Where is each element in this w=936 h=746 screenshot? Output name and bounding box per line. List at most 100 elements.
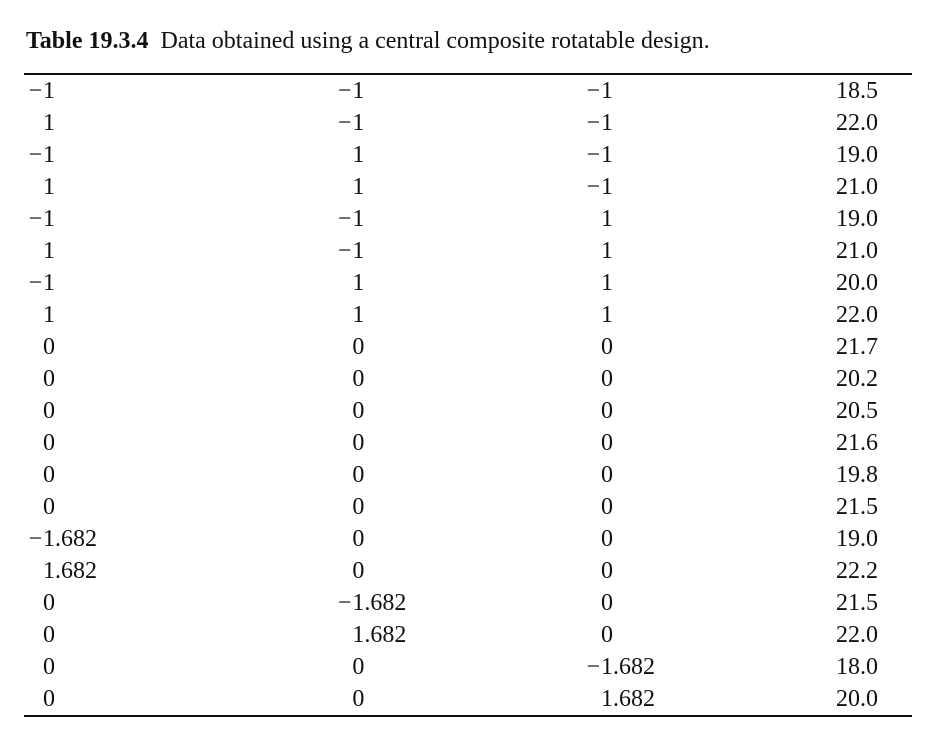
table-cell: 1 <box>24 171 219 203</box>
table-row: −1−1119.0 <box>24 203 912 235</box>
table-cell: 1.682 <box>24 555 219 587</box>
table-row: 00019.8 <box>24 459 912 491</box>
table-cell: 0 <box>24 587 219 619</box>
table-cell: 0 <box>219 555 468 587</box>
table-cell: 19.0 <box>717 523 912 555</box>
table-cell: 1 <box>219 139 468 171</box>
table-cell: −1 <box>468 139 717 171</box>
table-cell: 21.0 <box>717 235 912 267</box>
table-cell: 0 <box>219 651 468 683</box>
table-cell: 0 <box>468 587 717 619</box>
table-cell: 1.682 <box>219 619 468 651</box>
table-row: 00021.7 <box>24 331 912 363</box>
table-cell: 0 <box>468 523 717 555</box>
table-cell: 0 <box>468 363 717 395</box>
table-cell: 0 <box>468 427 717 459</box>
table-cell: 22.0 <box>717 619 912 651</box>
table-cell: 1 <box>468 299 717 331</box>
table-row: −1−1−118.5 <box>24 74 912 107</box>
table-cell: 1 <box>219 171 468 203</box>
table-cell: 1 <box>219 299 468 331</box>
table-cell: 0 <box>24 491 219 523</box>
table-cell: 0 <box>24 331 219 363</box>
table-cell: 0 <box>219 459 468 491</box>
table-row: 11−121.0 <box>24 171 912 203</box>
table-cell: 0 <box>468 395 717 427</box>
table-cell: 1.682 <box>468 683 717 716</box>
table-cell: 0 <box>219 363 468 395</box>
table-cell: −1 <box>219 107 468 139</box>
table-cell: −1 <box>468 74 717 107</box>
table-cell: 0 <box>219 523 468 555</box>
table-cell: −1 <box>24 74 219 107</box>
table-cell: 21.5 <box>717 587 912 619</box>
table-cell: 21.6 <box>717 427 912 459</box>
table-cell: −1.682 <box>468 651 717 683</box>
table-caption-text: Data obtained using a central composite … <box>160 28 709 54</box>
table-cell: 0 <box>468 555 717 587</box>
table-cell: −1.682 <box>219 587 468 619</box>
table-cell: −1.682 <box>24 523 219 555</box>
table-cell: 0 <box>468 331 717 363</box>
table-cell: 0 <box>219 683 468 716</box>
table-cell: 20.0 <box>717 267 912 299</box>
table-row: 11122.0 <box>24 299 912 331</box>
table-cell: −1 <box>24 139 219 171</box>
table-cell: 0 <box>219 331 468 363</box>
table-row: 01.682022.0 <box>24 619 912 651</box>
table-cell: 0 <box>24 651 219 683</box>
table-cell: 1 <box>219 267 468 299</box>
table-body: −1−1−118.51−1−122.0−11−119.011−121.0−1−1… <box>24 74 912 716</box>
table-cell: 0 <box>219 395 468 427</box>
table-cell: 1 <box>468 203 717 235</box>
table-row: 001.68220.0 <box>24 683 912 716</box>
table-cell: 0 <box>468 459 717 491</box>
table-row: 00−1.68218.0 <box>24 651 912 683</box>
table-row: −11−119.0 <box>24 139 912 171</box>
table-cell: 22.0 <box>717 299 912 331</box>
table-cell: 0 <box>24 683 219 716</box>
table-row: 00020.5 <box>24 395 912 427</box>
table-cell: 20.0 <box>717 683 912 716</box>
table-cell: 18.5 <box>717 74 912 107</box>
table-cell: 1 <box>468 267 717 299</box>
table-row: 00021.6 <box>24 427 912 459</box>
table-cell: −1 <box>24 203 219 235</box>
table-cell: 19.0 <box>717 139 912 171</box>
table-row: 1−1121.0 <box>24 235 912 267</box>
table-row: 0−1.682021.5 <box>24 587 912 619</box>
table-cell: −1 <box>219 203 468 235</box>
data-table: −1−1−118.51−1−122.0−11−119.011−121.0−1−1… <box>24 73 912 717</box>
page: Table 19.3.4 Data obtained using a centr… <box>0 0 936 746</box>
table-label: Table 19.3.4 <box>26 28 148 54</box>
table-cell: 0 <box>468 619 717 651</box>
table-cell: 19.8 <box>717 459 912 491</box>
table-cell: 18.0 <box>717 651 912 683</box>
table-cell: −1 <box>468 107 717 139</box>
table-cell: 0 <box>24 427 219 459</box>
table-cell: 1 <box>24 107 219 139</box>
table-cell: 0 <box>219 491 468 523</box>
table-cell: −1 <box>219 235 468 267</box>
table-cell: 0 <box>24 363 219 395</box>
table-row: 1.6820022.2 <box>24 555 912 587</box>
table-cell: 21.0 <box>717 171 912 203</box>
table-cell: 22.2 <box>717 555 912 587</box>
table-cell: 19.0 <box>717 203 912 235</box>
table-cell: 1 <box>24 299 219 331</box>
table-row: −11120.0 <box>24 267 912 299</box>
table-row: 00020.2 <box>24 363 912 395</box>
table-cell: 0 <box>24 619 219 651</box>
table-row: −1.6820019.0 <box>24 523 912 555</box>
table-cell: 1 <box>24 235 219 267</box>
table-cell: 1 <box>468 235 717 267</box>
table-row: 00021.5 <box>24 491 912 523</box>
table-cell: 0 <box>468 491 717 523</box>
table-cell: 21.5 <box>717 491 912 523</box>
table-cell: 20.2 <box>717 363 912 395</box>
table-cell: 0 <box>219 427 468 459</box>
table-cell: −1 <box>219 74 468 107</box>
table-cell: −1 <box>24 267 219 299</box>
table-row: 1−1−122.0 <box>24 107 912 139</box>
table-cell: −1 <box>468 171 717 203</box>
